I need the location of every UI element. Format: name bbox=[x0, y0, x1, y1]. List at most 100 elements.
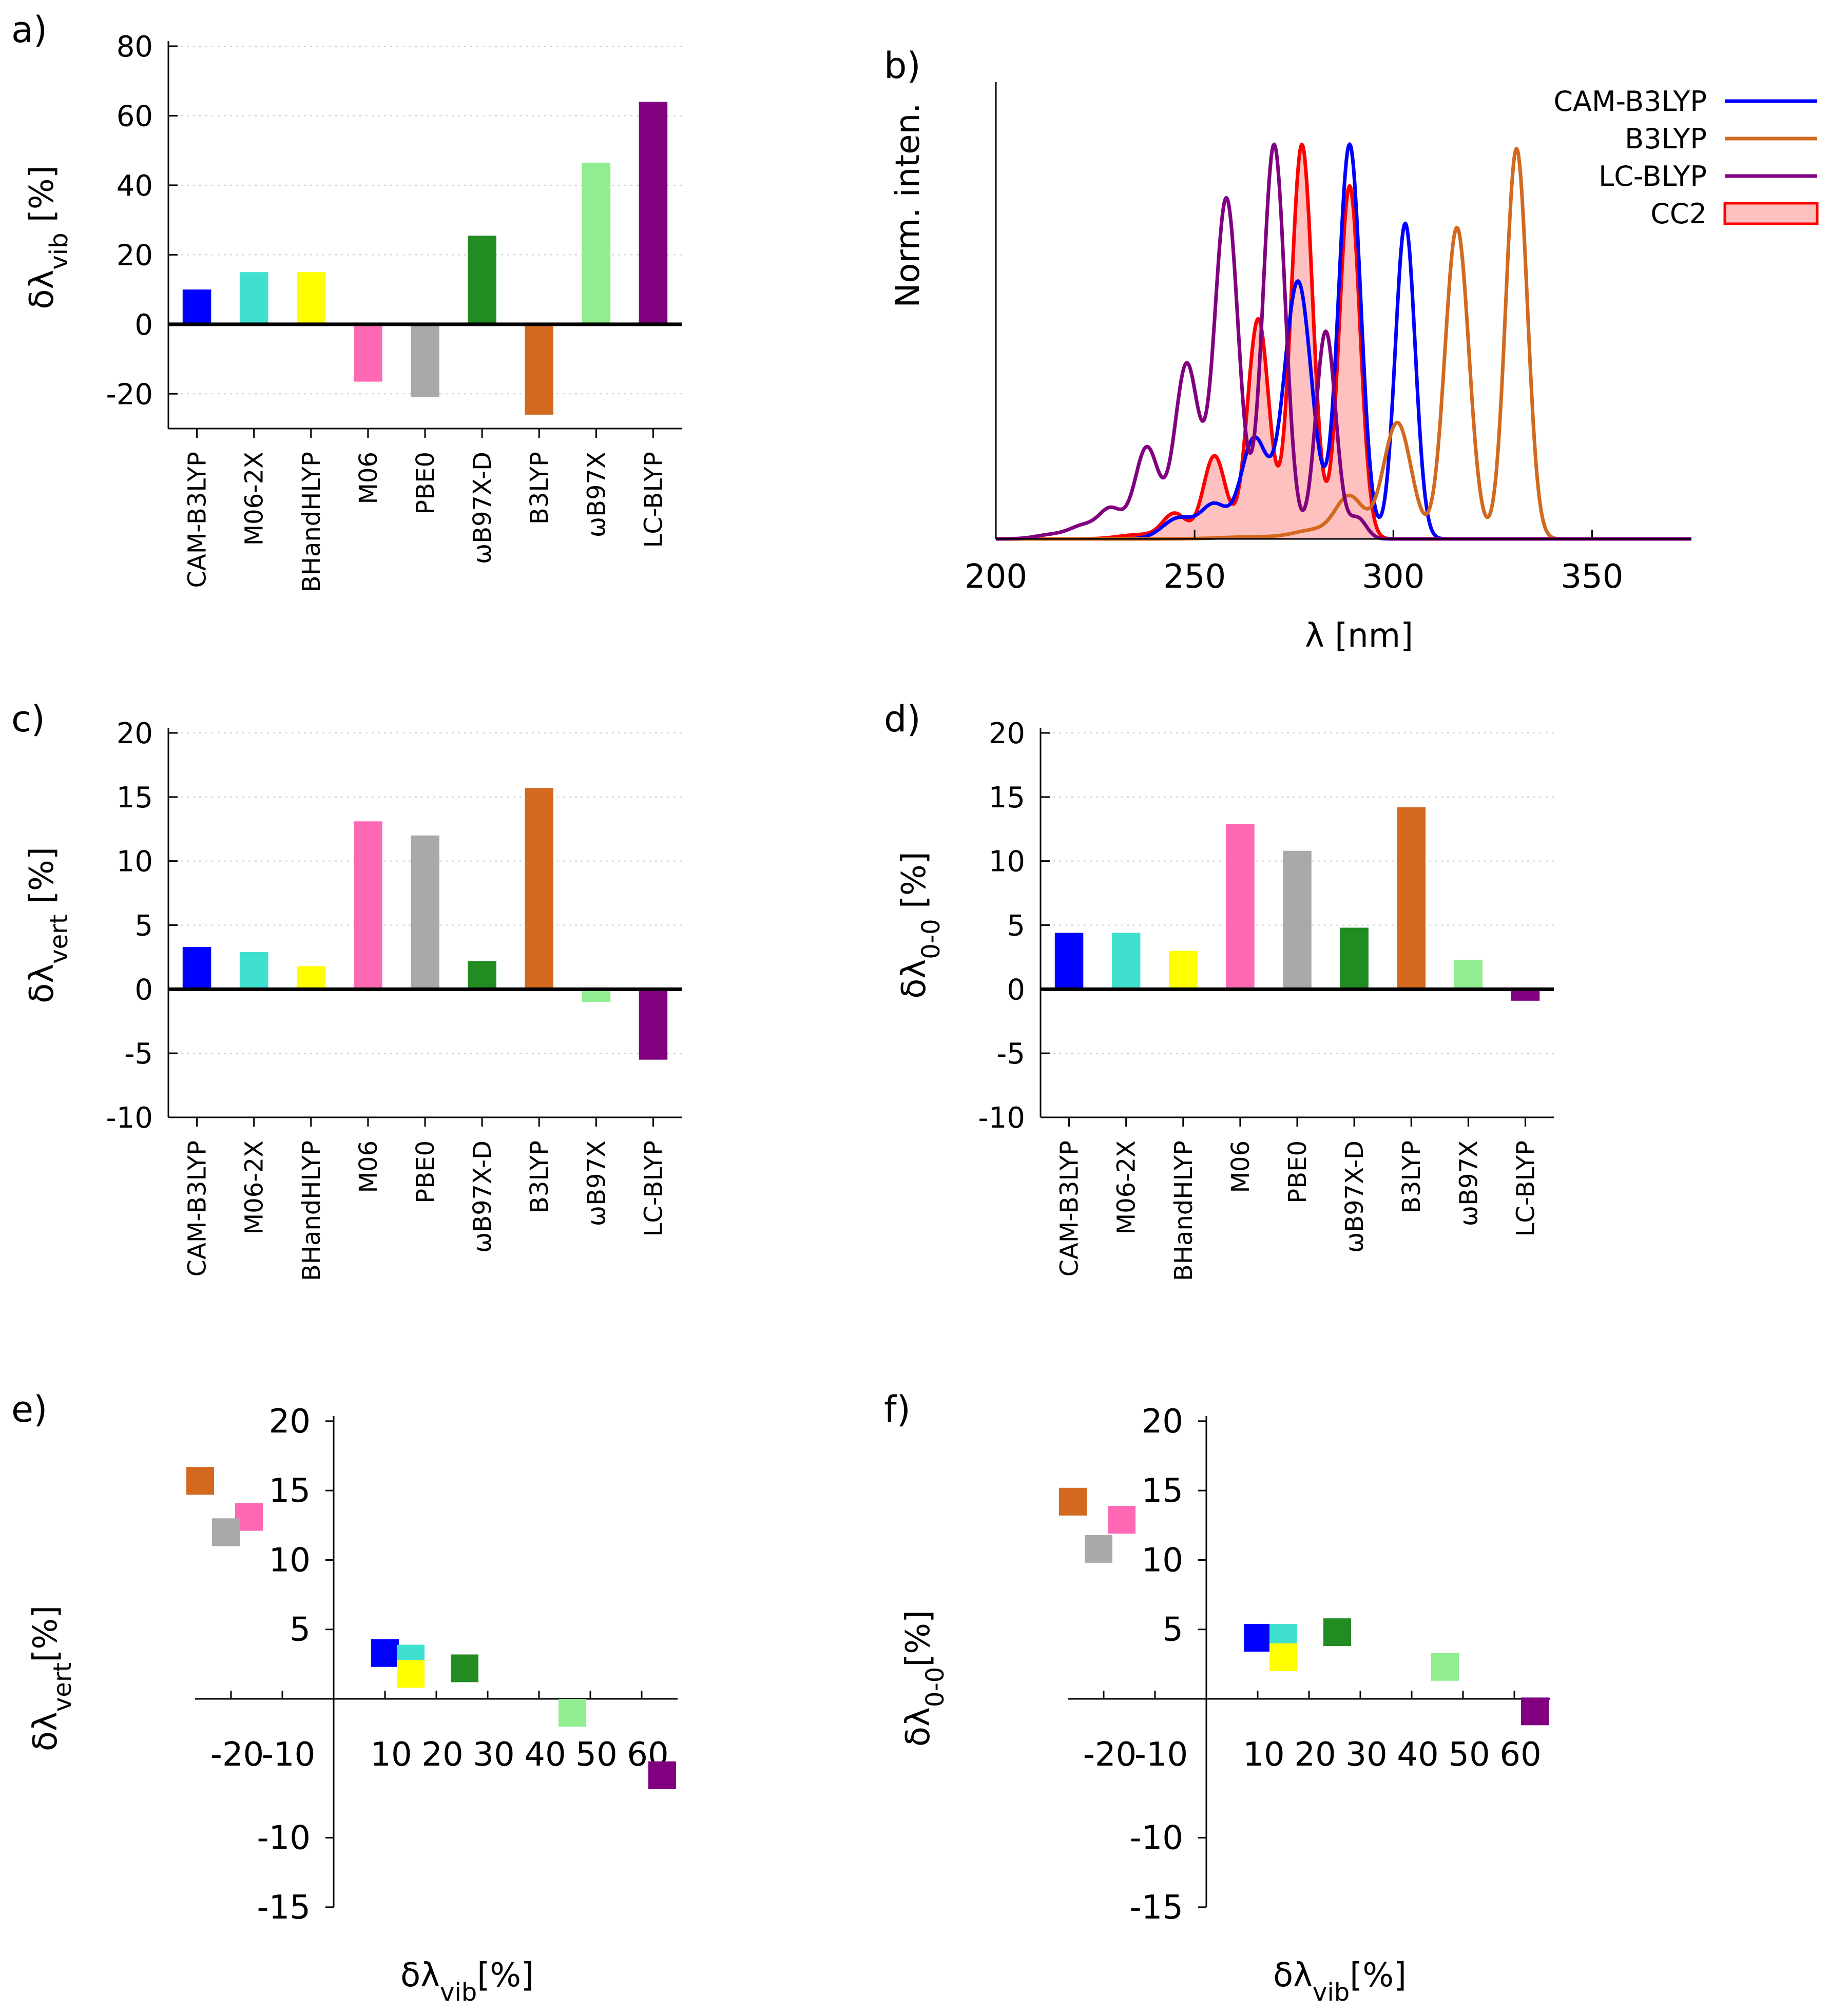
y-axis-label: δλ0-0 [%] bbox=[895, 851, 946, 999]
panel-label: b) bbox=[884, 45, 921, 87]
x-tick-label: CAM-B3LYP bbox=[183, 452, 212, 588]
x-tick-label: ωB97X bbox=[582, 452, 611, 537]
point-pbe0 bbox=[1085, 1535, 1112, 1563]
x-tick-label: 10 bbox=[370, 1736, 412, 1774]
bar-bhandhlyp bbox=[297, 966, 325, 990]
y-tick-label: 5 bbox=[290, 1611, 311, 1649]
x-tick-label: ωB97X-D bbox=[468, 1140, 497, 1253]
x-tick-label: -20 bbox=[210, 1736, 264, 1774]
point-wb97x-d bbox=[1323, 1618, 1351, 1647]
bar-m06-2x bbox=[239, 952, 268, 990]
point-bhandhlyp bbox=[397, 1660, 425, 1688]
bar-m06-2x bbox=[239, 272, 268, 324]
y-tick-label: -15 bbox=[257, 1889, 311, 1927]
y-tick-label: 20 bbox=[989, 717, 1025, 750]
point-b3lyp bbox=[186, 1467, 214, 1495]
x-tick-label: BHandHLYP bbox=[297, 1140, 326, 1281]
bar-m06 bbox=[1226, 824, 1255, 990]
y-tick-label: 15 bbox=[1142, 1472, 1183, 1510]
panel-label: e) bbox=[11, 1388, 47, 1430]
point-b3lyp bbox=[1059, 1487, 1087, 1516]
x-tick-label: 20 bbox=[1294, 1736, 1336, 1774]
y-tick-label: 20 bbox=[1142, 1403, 1183, 1441]
y-tick-label: -10 bbox=[1129, 1819, 1183, 1857]
x-tick-label: -10 bbox=[1134, 1736, 1188, 1774]
x-tick-label: 10 bbox=[1243, 1736, 1284, 1774]
legend-label-cam-b3lyp: CAM-B3LYP bbox=[1553, 85, 1707, 118]
y-axis-label: Norm. inten. bbox=[889, 103, 927, 308]
x-tick-label: BHandHLYP bbox=[297, 452, 326, 592]
panel-c-bar-chart: c) -10 -5 0 5 10 15 20 CAM-B3LYP M06-2X BHandHLYP M… bbox=[11, 698, 682, 1281]
y-axis-label: δλ0-0[%] bbox=[899, 1610, 950, 1747]
x-tick-label: CAM-B3LYP bbox=[183, 1140, 212, 1276]
y-tick-label: 20 bbox=[117, 717, 153, 750]
bar-pbe0 bbox=[411, 835, 439, 990]
y-tick-label: 60 bbox=[117, 100, 153, 133]
y-tick-label: 10 bbox=[269, 1541, 311, 1579]
y-tick-label: 5 bbox=[1007, 909, 1025, 943]
bar-m06 bbox=[354, 821, 382, 990]
x-tick-label: PBE0 bbox=[1283, 1140, 1312, 1204]
x-tick-label: ωB97X bbox=[1454, 1140, 1483, 1226]
x-tick-label: 250 bbox=[1163, 558, 1226, 596]
y-tick-label: -10 bbox=[978, 1101, 1025, 1135]
panel-f-scatter-chart: f)-20-10 10 20 30 40 50 60-15-105101520δλvib[%… bbox=[884, 1388, 1550, 2007]
bar-wb97x-d bbox=[468, 236, 496, 324]
bar-lc-blyp bbox=[639, 102, 668, 324]
x-tick-label: 350 bbox=[1561, 558, 1623, 596]
legend-label-b3lyp: B3LYP bbox=[1625, 123, 1707, 155]
x-axis-label: δλvib[%] bbox=[400, 1957, 534, 2007]
y-tick-label: 5 bbox=[1162, 1611, 1183, 1649]
y-tick-label: 5 bbox=[134, 909, 153, 943]
x-tick-label: M06-2X bbox=[240, 452, 269, 546]
y-axis-label: δλvert [%] bbox=[23, 847, 73, 1003]
x-tick-label: -20 bbox=[1083, 1736, 1137, 1774]
bar-cam-b3lyp bbox=[182, 946, 211, 990]
series-fill-cc2 bbox=[996, 144, 1691, 539]
panel-label: a) bbox=[11, 9, 47, 51]
bar-wb97x-d bbox=[1340, 927, 1369, 990]
point-lc-blyp bbox=[648, 1761, 676, 1789]
x-tick-label: 40 bbox=[524, 1736, 566, 1774]
x-tick-label: M06 bbox=[1226, 1140, 1255, 1193]
x-tick-label: LC-BLYP bbox=[639, 452, 668, 548]
x-tick-label: 40 bbox=[1397, 1736, 1438, 1774]
bar-cam-b3lyp bbox=[1054, 933, 1084, 990]
x-tick-label: B3LYP bbox=[525, 452, 554, 525]
x-tick-label: M06-2X bbox=[1112, 1140, 1141, 1234]
x-tick-label: PBE0 bbox=[411, 452, 440, 515]
legend-label-cc2: CC2 bbox=[1650, 198, 1707, 230]
x-tick-label: CAM-B3LYP bbox=[1055, 1140, 1084, 1276]
bar-bhandhlyp bbox=[1169, 951, 1198, 990]
panel-a-bar-chart: a) -20 0 20 40 60 80 CAM-B3LYP M06-2X BHandHLYP M0… bbox=[11, 9, 682, 592]
x-tick-label: 30 bbox=[473, 1736, 514, 1774]
point-bhandhlyp bbox=[1269, 1643, 1297, 1671]
point-pbe0 bbox=[212, 1518, 240, 1546]
bar-wb97x bbox=[1454, 959, 1483, 990]
x-tick-label: 300 bbox=[1362, 558, 1424, 596]
bar-b3lyp bbox=[525, 324, 553, 415]
bar-lc-blyp bbox=[639, 989, 668, 1060]
x-axis-label: δλvib[%] bbox=[1273, 1957, 1407, 2007]
y-tick-label: 80 bbox=[117, 30, 153, 64]
bar-b3lyp bbox=[1397, 807, 1426, 990]
y-tick-label: 0 bbox=[134, 308, 153, 342]
y-tick-label: 10 bbox=[989, 845, 1025, 879]
x-tick-label: B3LYP bbox=[1397, 1140, 1426, 1213]
legend-swatch-cc2 bbox=[1723, 202, 1819, 225]
bar-pbe0 bbox=[411, 324, 439, 398]
panel-label: f) bbox=[884, 1388, 911, 1430]
x-tick-label: PBE0 bbox=[411, 1140, 440, 1204]
x-tick-label: M06-2X bbox=[240, 1140, 269, 1234]
point-wb97x-d bbox=[451, 1654, 478, 1682]
y-tick-label: 40 bbox=[117, 169, 153, 203]
bar-pbe0 bbox=[1283, 850, 1312, 990]
point-lc-blyp bbox=[1521, 1697, 1549, 1726]
x-axis-label: λ [nm] bbox=[1305, 617, 1413, 655]
x-tick-label: LC-BLYP bbox=[1511, 1140, 1540, 1236]
bar-wb97x bbox=[582, 989, 611, 1002]
panel-b-spectrum-chart: b) 200 250 300 350 λ [nm] Norm. inten. CAM-B3LY… bbox=[884, 45, 1819, 655]
x-tick-label: LC-BLYP bbox=[639, 1140, 668, 1236]
y-axis-label: δλvib [%] bbox=[23, 165, 73, 309]
